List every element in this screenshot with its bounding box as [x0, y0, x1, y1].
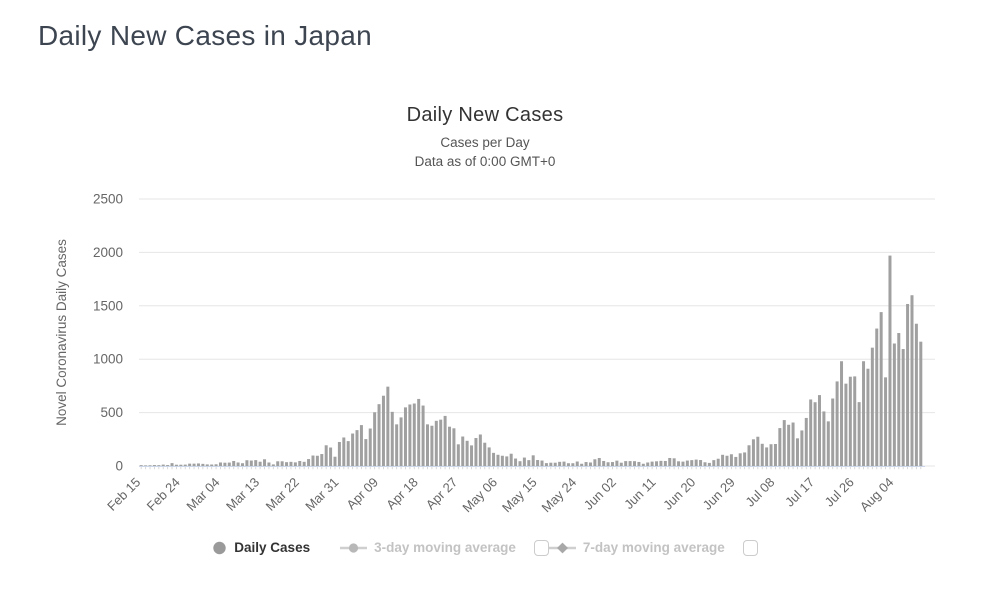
svg-text:Feb 15: Feb 15	[104, 474, 143, 513]
7day-average-checkbox[interactable]	[742, 539, 758, 556]
daily-cases-marker-icon	[212, 540, 227, 555]
legend-label-3day-average: 3-day moving average	[374, 540, 516, 556]
svg-text:Jun 02: Jun 02	[581, 474, 619, 512]
chart-title: Daily New Cases	[406, 104, 564, 126]
chart-subtitle: Cases per Day Data as of 0:00 GMT+0	[35, 134, 935, 172]
svg-text:1500: 1500	[93, 298, 123, 313]
y-axis-labels: 0 500 1000 1500 2000 2500	[93, 191, 123, 473]
svg-text:2000: 2000	[93, 245, 123, 260]
svg-text:Feb 24: Feb 24	[144, 474, 183, 513]
3day-average-checkbox[interactable]	[533, 539, 549, 556]
y-axis-title: Novel Coronavirus Daily Cases	[54, 239, 69, 426]
chart-subtitle-line-1: Cases per Day	[440, 135, 530, 150]
svg-text:Jun 29: Jun 29	[700, 474, 738, 512]
page-title: Daily New Cases in Japan	[38, 20, 373, 51]
svg-text:Apr 27: Apr 27	[423, 474, 461, 512]
x-axis-labels: Feb 15 Feb 24 Mar 04 Mar 13 Mar 22 Mar 31 Apr …	[104, 474, 896, 515]
daily-new-cases-chart: Daily New Cases Cases per Day Data as of…	[35, 95, 935, 556]
chart-subtitle-line-2: Data as of 0:00 GMT+0	[414, 153, 556, 169]
svg-text:Aug 04: Aug 04	[857, 474, 897, 514]
svg-text:Apr 18: Apr 18	[383, 474, 421, 512]
7day-average-marker-icon	[548, 540, 576, 555]
svg-text:500: 500	[100, 405, 123, 420]
svg-text:Mar 04: Mar 04	[183, 474, 222, 513]
x-axis-minor-ticks	[140, 466, 922, 469]
legend-label-7day-average: 7-day moving average	[582, 540, 725, 556]
legend-item-daily-cases[interactable]: Daily Cases	[212, 540, 310, 555]
legend-item-3day-average[interactable]: 3-day moving average	[340, 540, 516, 555]
svg-text:0: 0	[115, 458, 123, 473]
svg-text:1000: 1000	[93, 351, 123, 366]
svg-text:Mar 13: Mar 13	[223, 474, 262, 513]
svg-text:Jun 11: Jun 11	[621, 474, 659, 512]
legend-item-7day-average[interactable]: 7-day moving average	[548, 540, 725, 556]
svg-text:Jul 17: Jul 17	[782, 474, 817, 509]
plot-area[interactable]: 0 500 1000 1500 2000 2500 Novel Coronavirus Da…	[35, 174, 935, 536]
legend: Daily Cases 3-day moving average 7-day m…	[35, 539, 935, 556]
legend-label-daily-cases: Daily Cases	[234, 540, 311, 556]
daily-cases-bars[interactable]	[139, 255, 923, 466]
3day-average-marker-icon	[340, 540, 368, 555]
svg-text:May 24: May 24	[539, 474, 580, 515]
svg-text:May 06: May 06	[459, 474, 500, 515]
svg-text:Jun 20: Jun 20	[660, 474, 698, 512]
svg-text:Jul 08: Jul 08	[742, 474, 777, 509]
svg-text:Mar 31: Mar 31	[302, 474, 341, 513]
svg-text:Apr 09: Apr 09	[343, 474, 381, 512]
svg-text:Mar 22: Mar 22	[263, 474, 302, 513]
svg-text:2500: 2500	[93, 191, 123, 206]
svg-text:May 15: May 15	[499, 474, 540, 515]
svg-text:Jul 26: Jul 26	[822, 474, 857, 509]
